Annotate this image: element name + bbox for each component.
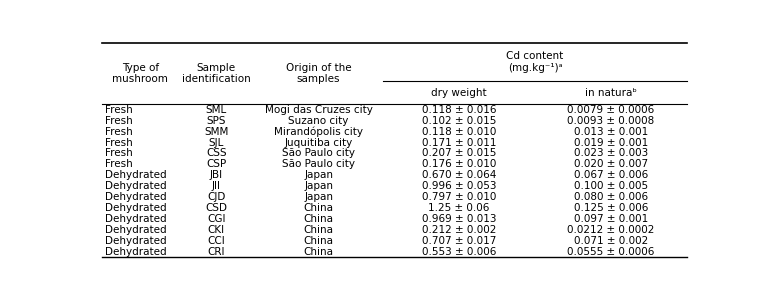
Text: 0.0555 ± 0.0006: 0.0555 ± 0.0006 [567,247,654,257]
Text: Dehydrated: Dehydrated [105,181,167,191]
Text: São Paulo city: São Paulo city [282,148,355,159]
Text: Fresh: Fresh [105,138,133,148]
Text: China: China [303,214,333,224]
Text: Suzano city: Suzano city [289,116,349,126]
Text: Dehydrated: Dehydrated [105,192,167,202]
Text: 0.125 ± 0.006: 0.125 ± 0.006 [574,203,648,213]
Text: CSP: CSP [206,159,226,170]
Text: China: China [303,225,333,235]
Text: Japan: Japan [304,170,333,180]
Text: Japan: Japan [304,192,333,202]
Text: 0.207 ± 0.015: 0.207 ± 0.015 [422,148,496,159]
Text: 0.0212 ± 0.0002: 0.0212 ± 0.0002 [567,225,654,235]
Text: CSS: CSS [206,148,226,159]
Text: 0.212 ± 0.002: 0.212 ± 0.002 [422,225,496,235]
Text: 1.25 ± 0.06: 1.25 ± 0.06 [428,203,490,213]
Text: Japan: Japan [304,181,333,191]
Text: 0.100 ± 0.005: 0.100 ± 0.005 [574,181,648,191]
Text: dry weight: dry weight [431,88,487,98]
Text: CSD: CSD [206,203,227,213]
Text: Fresh: Fresh [105,159,133,170]
Text: Fresh: Fresh [105,127,133,137]
Text: 0.171 ± 0.011: 0.171 ± 0.011 [422,138,496,148]
Text: JII: JII [212,181,221,191]
Text: 0.707 ± 0.017: 0.707 ± 0.017 [422,236,496,246]
Text: in naturaᵇ: in naturaᵇ [585,88,637,98]
Text: 0.067 ± 0.006: 0.067 ± 0.006 [574,170,648,180]
Text: 0.797 ± 0.010: 0.797 ± 0.010 [422,192,496,202]
Text: 0.670 ± 0.064: 0.670 ± 0.064 [422,170,496,180]
Text: China: China [303,247,333,257]
Text: 0.020 ± 0.007: 0.020 ± 0.007 [574,159,648,170]
Text: São Paulo city: São Paulo city [282,159,355,170]
Text: Fresh: Fresh [105,148,133,159]
Text: Type of
mushroom: Type of mushroom [112,63,168,84]
Text: SJL: SJL [209,138,224,148]
Text: 0.996 ± 0.053: 0.996 ± 0.053 [422,181,496,191]
Text: 0.176 ± 0.010: 0.176 ± 0.010 [422,159,496,170]
Text: 0.0079 ± 0.0006: 0.0079 ± 0.0006 [567,105,654,115]
Text: Mogi das Cruzes city: Mogi das Cruzes city [265,105,373,115]
Text: Fresh: Fresh [105,116,133,126]
Text: 0.0093 ± 0.0008: 0.0093 ± 0.0008 [567,116,654,126]
Text: CRI: CRI [207,247,225,257]
Text: 0.071 ± 0.002: 0.071 ± 0.002 [574,236,648,246]
Text: 0.553 ± 0.006: 0.553 ± 0.006 [422,247,496,257]
Text: SMM: SMM [204,127,229,137]
Text: CKI: CKI [208,225,225,235]
Text: SML: SML [206,105,227,115]
Text: Dehydrated: Dehydrated [105,247,167,257]
Text: 0.023 ± 0.003: 0.023 ± 0.003 [574,148,648,159]
Text: CGI: CGI [207,214,226,224]
Text: Mirandópolis city: Mirandópolis city [274,126,363,137]
Text: 0.118 ± 0.016: 0.118 ± 0.016 [422,105,496,115]
Text: 0.080 ± 0.006: 0.080 ± 0.006 [574,192,648,202]
Text: 0.118 ± 0.010: 0.118 ± 0.010 [422,127,496,137]
Text: Cd content
(mg.kg⁻¹)ᵃ: Cd content (mg.kg⁻¹)ᵃ [507,51,564,73]
Text: China: China [303,236,333,246]
Text: Sample
identification: Sample identification [182,63,250,84]
Text: Origin of the
samples: Origin of the samples [286,63,351,84]
Text: China: China [303,203,333,213]
Text: Dehydrated: Dehydrated [105,203,167,213]
Text: JBI: JBI [209,170,223,180]
Text: 0.019 ± 0.001: 0.019 ± 0.001 [574,138,648,148]
Text: Fresh: Fresh [105,105,133,115]
Text: Dehydrated: Dehydrated [105,225,167,235]
Text: Dehydrated: Dehydrated [105,214,167,224]
Text: Juquitiba city: Juquitiba city [284,138,353,148]
Text: 0.102 ± 0.015: 0.102 ± 0.015 [422,116,496,126]
Text: CJD: CJD [207,192,226,202]
Text: CCI: CCI [207,236,225,246]
Text: Dehydrated: Dehydrated [105,170,167,180]
Text: SPS: SPS [206,116,226,126]
Text: Dehydrated: Dehydrated [105,236,167,246]
Text: 0.013 ± 0.001: 0.013 ± 0.001 [574,127,648,137]
Text: 0.969 ± 0.013: 0.969 ± 0.013 [422,214,496,224]
Text: 0.097 ± 0.001: 0.097 ± 0.001 [574,214,648,224]
